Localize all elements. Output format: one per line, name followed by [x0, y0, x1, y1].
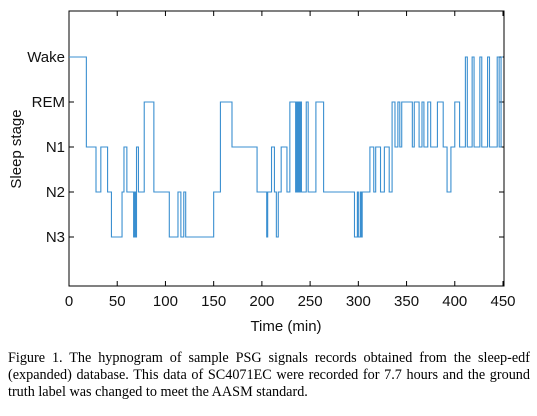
x-tick-label: 50 [109, 293, 126, 310]
y-axis-title: Sleep stage [8, 109, 25, 188]
y-tick-label: REM [32, 94, 65, 111]
y-axis: N3 N2 N1 REM Wake [27, 49, 504, 246]
hypnogram-line [69, 56, 503, 238]
x-tick-label: 400 [442, 293, 467, 310]
x-tick-label: 150 [201, 293, 226, 310]
x-axis-title: Time (min) [250, 318, 321, 335]
x-tick-label: 450 [490, 293, 515, 310]
x-tick-label: 250 [298, 293, 323, 310]
y-tick-label: Wake [27, 49, 65, 66]
x-tick-label: 0 [65, 293, 73, 310]
figure-caption: Figure 1. The hypnogram of sample PSG si… [8, 350, 530, 400]
y-tick-label: N1 [46, 139, 65, 156]
x-axis: 0 50 100 150 200 250 300 350 400 450 [65, 11, 516, 310]
x-tick-label: 100 [153, 293, 178, 310]
x-tick-label: 300 [346, 293, 371, 310]
y-tick-label: N2 [46, 184, 65, 201]
x-tick-label: 350 [394, 293, 419, 310]
x-tick-label: 200 [249, 293, 274, 310]
plot-frame [68, 10, 505, 287]
hypnogram-chart: 0 50 100 150 200 250 300 350 400 450 N3 N2 N1 REM Wak… [8, 10, 516, 335]
y-tick-label: N3 [46, 229, 65, 246]
